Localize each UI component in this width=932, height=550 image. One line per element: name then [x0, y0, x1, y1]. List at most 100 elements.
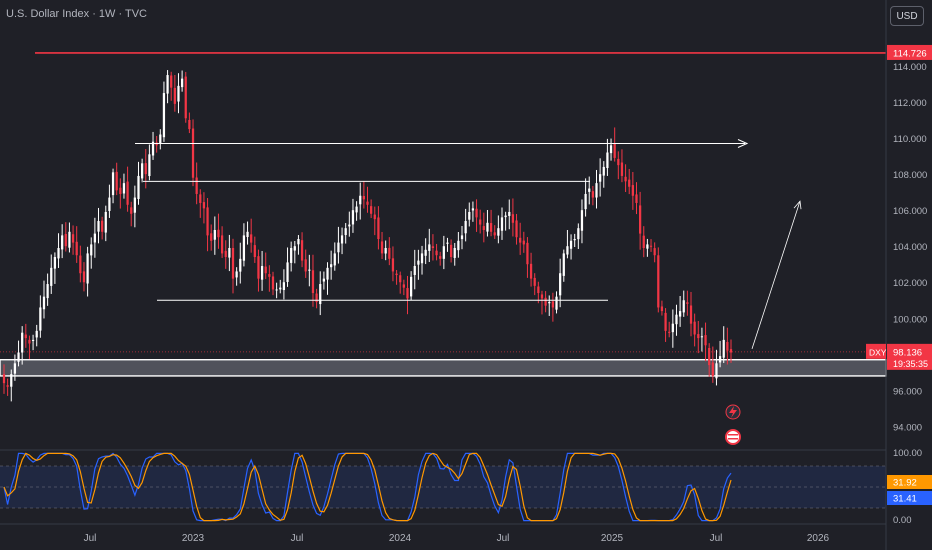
- candle-body: [668, 331, 671, 333]
- candle-body: [515, 220, 518, 238]
- candle-body: [326, 267, 329, 280]
- price-tick-label: 114.000: [893, 62, 927, 73]
- candle-body: [475, 208, 478, 218]
- candle-body: [519, 237, 522, 243]
- oscillator-d-label: 31.92: [893, 478, 917, 489]
- currency-button[interactable]: USD: [890, 6, 924, 26]
- candle-body: [31, 339, 35, 341]
- candle-body: [446, 242, 449, 244]
- candle-body: [489, 223, 493, 232]
- candle-body: [101, 220, 104, 232]
- candle-body: [173, 87, 176, 104]
- candle-body: [75, 241, 78, 256]
- candle-body: [330, 264, 333, 268]
- candle-body: [151, 141, 155, 156]
- candle-body: [602, 166, 605, 176]
- candle-body: [624, 176, 627, 182]
- candle-body: [264, 266, 267, 274]
- candle-body: [599, 174, 602, 182]
- candle-body: [199, 194, 202, 203]
- candle-body: [224, 250, 227, 258]
- current-price-label: 98.136: [893, 347, 922, 358]
- candle-body: [53, 257, 57, 269]
- time-tick-label: 2024: [389, 533, 412, 544]
- time-tick-label: Jul: [291, 533, 304, 544]
- candle-body: [370, 206, 373, 214]
- current-price-badge: [887, 343, 932, 370]
- candle-body: [13, 363, 17, 374]
- candle-body: [449, 244, 453, 258]
- time-tick-label: Jul: [84, 533, 97, 544]
- projection-line: [751, 201, 801, 350]
- time-tick-label: Jul: [497, 533, 510, 544]
- candle-body: [479, 219, 482, 225]
- candle-body: [646, 244, 649, 249]
- candle-body: [537, 286, 540, 294]
- candle-body: [93, 233, 97, 243]
- candle-body: [304, 259, 307, 272]
- candle-body: [482, 226, 485, 230]
- candle-body: [191, 128, 195, 178]
- candle-body: [180, 78, 184, 88]
- candle-body: [689, 305, 693, 324]
- candle-body: [708, 347, 711, 366]
- candle-body: [620, 162, 624, 176]
- candle-body: [526, 242, 529, 265]
- price-tick-label: 100.000: [893, 314, 927, 325]
- price-tick-label: 106.000: [893, 206, 927, 217]
- candle-body: [464, 220, 467, 234]
- candle-body: [144, 163, 147, 175]
- candle-body: [90, 244, 93, 256]
- candle-body: [50, 267, 53, 286]
- candle-body: [631, 185, 634, 196]
- candle-body: [246, 231, 249, 238]
- candle-body: [417, 260, 420, 265]
- candle-body: [613, 143, 616, 158]
- candle-body: [260, 266, 264, 280]
- candle-body: [391, 258, 395, 272]
- candle-body: [68, 231, 71, 248]
- candle-body: [2, 374, 6, 384]
- time-tick-label: Jul: [710, 533, 723, 544]
- candle-body: [202, 202, 206, 209]
- candle-body: [533, 277, 536, 286]
- candle-body: [544, 297, 547, 306]
- candle-body: [162, 93, 166, 138]
- resistance-price-badge: [887, 44, 932, 60]
- candle-body: [428, 244, 431, 251]
- main-pane: [0, 52, 887, 445]
- countdown-label: 19:35:35: [893, 359, 928, 369]
- candle-body: [584, 193, 587, 210]
- candle-body: [177, 85, 180, 102]
- candle-body: [511, 214, 515, 223]
- candle-body: [271, 276, 275, 290]
- candle-body: [653, 248, 656, 256]
- candle-body: [697, 334, 700, 339]
- candle-body: [609, 145, 613, 154]
- oscillator-k-label: 31.41: [893, 494, 917, 505]
- candle-body: [86, 253, 89, 284]
- lightning-icon: [729, 406, 737, 418]
- candle-body: [257, 256, 260, 279]
- candle-body: [231, 247, 235, 279]
- candle-body: [279, 287, 282, 290]
- candle-body: [362, 196, 365, 200]
- resistance-price-label: 114.726: [893, 48, 927, 59]
- candle-body: [315, 293, 318, 303]
- candle-body: [468, 211, 471, 220]
- candle-body: [39, 307, 42, 331]
- oscillator-d-badge: [887, 475, 932, 489]
- candle-body: [133, 197, 136, 213]
- candle-body: [337, 242, 340, 253]
- candle-body: [726, 341, 729, 351]
- candle-body: [340, 235, 344, 244]
- oscillator-k-badge: [887, 491, 932, 505]
- candle-body: [35, 330, 38, 338]
- candle-body: [402, 284, 405, 288]
- candle-body: [628, 179, 631, 187]
- candle-body: [319, 284, 322, 305]
- symbol-badge: [866, 343, 886, 359]
- candle-body: [497, 228, 500, 236]
